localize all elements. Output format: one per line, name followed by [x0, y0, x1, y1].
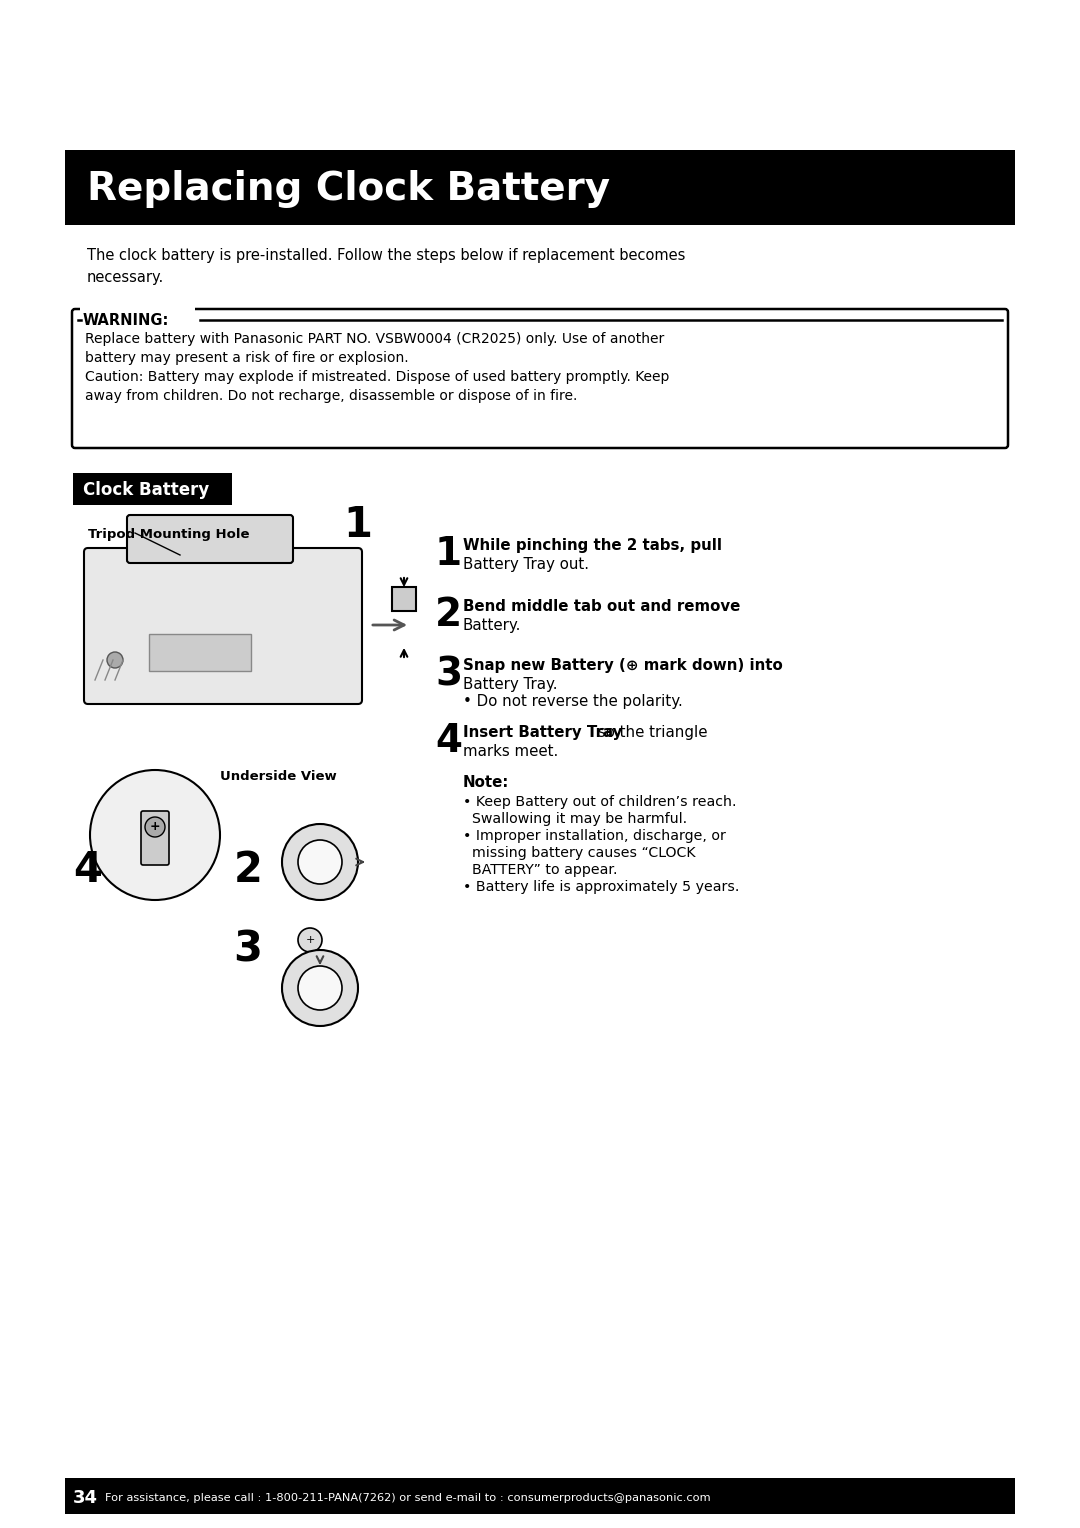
FancyBboxPatch shape — [65, 1478, 1015, 1514]
Text: WARNING:: WARNING: — [83, 313, 170, 329]
Text: Replacing Clock Battery: Replacing Clock Battery — [87, 171, 610, 208]
FancyBboxPatch shape — [73, 474, 232, 504]
Text: 4: 4 — [73, 850, 103, 891]
Text: 3: 3 — [435, 656, 462, 694]
Circle shape — [298, 927, 322, 952]
Text: BATTERY” to appear.: BATTERY” to appear. — [463, 863, 618, 877]
Text: 1: 1 — [435, 535, 462, 573]
Text: Tripod Mounting Hole: Tripod Mounting Hole — [87, 529, 249, 541]
FancyBboxPatch shape — [65, 150, 1015, 225]
Text: 1: 1 — [343, 504, 373, 545]
Circle shape — [282, 824, 357, 900]
Circle shape — [298, 966, 342, 1010]
Text: For assistance, please call : 1-800-211-PANA(7262) or send e-mail to : consumerp: For assistance, please call : 1-800-211-… — [105, 1493, 711, 1504]
Text: Battery.: Battery. — [463, 617, 522, 633]
Text: While pinching the 2 tabs, pull: While pinching the 2 tabs, pull — [463, 538, 723, 553]
FancyBboxPatch shape — [392, 587, 416, 611]
Text: Swallowing it may be harmful.: Swallowing it may be harmful. — [463, 811, 687, 827]
Text: • Battery life is approximately 5 years.: • Battery life is approximately 5 years. — [463, 880, 740, 894]
Text: missing battery causes “CLOCK: missing battery causes “CLOCK — [463, 847, 696, 860]
Text: Battery Tray out.: Battery Tray out. — [463, 558, 589, 571]
Text: +: + — [306, 935, 314, 944]
Text: Battery Tray.: Battery Tray. — [463, 677, 557, 692]
FancyBboxPatch shape — [149, 634, 251, 671]
Text: battery may present a risk of fire or explosion.: battery may present a risk of fire or ex… — [85, 351, 408, 365]
Text: • Keep Battery out of children’s reach.: • Keep Battery out of children’s reach. — [463, 795, 737, 808]
Text: Clock Battery: Clock Battery — [83, 481, 210, 500]
FancyBboxPatch shape — [84, 549, 362, 704]
Circle shape — [145, 817, 165, 837]
Text: 2: 2 — [435, 596, 462, 634]
Text: 2: 2 — [233, 850, 262, 891]
FancyBboxPatch shape — [72, 309, 1008, 448]
Text: Snap new Battery (⊕ mark down) into: Snap new Battery (⊕ mark down) into — [463, 659, 783, 672]
Text: marks meet.: marks meet. — [463, 744, 558, 759]
Text: 3: 3 — [233, 929, 262, 970]
Text: The clock battery is pre-installed. Follow the steps below if replacement become: The clock battery is pre-installed. Foll… — [87, 248, 686, 286]
Text: +: + — [150, 821, 160, 833]
Circle shape — [282, 950, 357, 1025]
Text: 34: 34 — [73, 1488, 98, 1507]
Text: Note:: Note: — [463, 775, 510, 790]
Text: Insert Battery Tray: Insert Battery Tray — [463, 724, 622, 740]
Text: 4: 4 — [435, 723, 462, 759]
Circle shape — [298, 840, 342, 885]
Text: so the triangle: so the triangle — [593, 724, 707, 740]
Text: Bend middle tab out and remove: Bend middle tab out and remove — [463, 599, 741, 614]
FancyBboxPatch shape — [80, 298, 195, 313]
Text: Replace battery with Panasonic PART NO. VSBW0004 (CR2025) only. Use of another: Replace battery with Panasonic PART NO. … — [85, 332, 664, 345]
Text: • Do not reverse the polarity.: • Do not reverse the polarity. — [463, 694, 683, 709]
Circle shape — [107, 652, 123, 668]
Text: Underside View: Underside View — [220, 770, 337, 782]
FancyBboxPatch shape — [141, 811, 168, 865]
Text: away from children. Do not recharge, disassemble or dispose of in fire.: away from children. Do not recharge, dis… — [85, 390, 578, 403]
FancyBboxPatch shape — [127, 515, 293, 562]
Text: • Improper installation, discharge, or: • Improper installation, discharge, or — [463, 830, 726, 843]
Circle shape — [90, 770, 220, 900]
Text: Caution: Battery may explode if mistreated. Dispose of used battery promptly. Ke: Caution: Battery may explode if mistreat… — [85, 370, 670, 384]
